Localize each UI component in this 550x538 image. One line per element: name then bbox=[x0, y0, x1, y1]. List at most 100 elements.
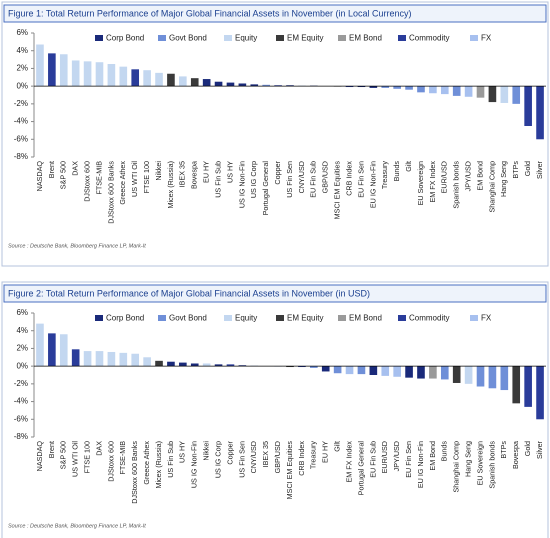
x-tick-label: Gold bbox=[523, 161, 532, 176]
bar bbox=[512, 86, 521, 104]
bar bbox=[381, 86, 390, 88]
bar bbox=[536, 366, 544, 420]
bar bbox=[131, 353, 140, 367]
legend-label: Commodity bbox=[409, 34, 449, 43]
legend-label: Commodity bbox=[409, 314, 449, 323]
x-tick-label: CRB Index bbox=[297, 441, 306, 476]
bar bbox=[202, 363, 211, 367]
bar bbox=[83, 61, 92, 87]
x-tick-label: US WTI Oil bbox=[71, 441, 80, 477]
bar bbox=[369, 86, 378, 88]
bar bbox=[417, 86, 425, 93]
bar bbox=[357, 86, 366, 88]
y-tick-label: -4% bbox=[14, 117, 28, 126]
x-tick-label: US Fin Sub bbox=[213, 161, 222, 198]
x-tick-label: CNY/USD bbox=[297, 161, 306, 193]
bar bbox=[250, 84, 259, 87]
bar bbox=[155, 72, 163, 87]
legend-swatch bbox=[95, 315, 103, 321]
bar bbox=[274, 85, 282, 87]
bar bbox=[429, 366, 437, 379]
bar bbox=[524, 366, 532, 407]
x-tick-label: Spanish bonds bbox=[452, 161, 461, 209]
y-tick-label: 4% bbox=[16, 326, 28, 335]
x-tick-label: EM FX Index bbox=[344, 441, 353, 483]
legend-label: Corp Bond bbox=[106, 34, 144, 43]
bar bbox=[83, 351, 92, 367]
bar bbox=[381, 366, 390, 376]
x-tick-label: FTSE 100 bbox=[82, 441, 91, 473]
legend-swatch bbox=[470, 35, 478, 41]
x-tick-label: Shanghai Comp bbox=[487, 161, 496, 213]
x-tick-label: EU Fin Sub bbox=[309, 161, 318, 198]
bar bbox=[238, 365, 247, 367]
bar bbox=[226, 82, 235, 87]
panel-frame bbox=[1, 1, 549, 267]
x-tick-label: US Fin Sen bbox=[237, 441, 246, 478]
bar bbox=[167, 73, 175, 87]
x-tick-label: MSCI EM Equities bbox=[333, 161, 342, 220]
bar bbox=[429, 86, 437, 94]
x-tick-label: S&P 500 bbox=[59, 161, 68, 189]
bar bbox=[476, 86, 485, 98]
legend-label: FX bbox=[481, 34, 492, 43]
x-tick-label: US Fin Sen bbox=[285, 161, 294, 198]
bar bbox=[95, 351, 104, 367]
y-tick-label: 4% bbox=[16, 46, 28, 55]
bar bbox=[345, 366, 354, 375]
legend-swatch bbox=[398, 35, 406, 41]
bar bbox=[286, 85, 294, 87]
x-tick-label: FTSE-MIB bbox=[118, 441, 127, 475]
bar bbox=[512, 366, 521, 404]
x-tick-label: Treasury bbox=[380, 161, 389, 189]
x-tick-label: FTSE-MIB bbox=[94, 161, 103, 195]
bar bbox=[310, 366, 318, 368]
bar bbox=[393, 86, 401, 89]
bar bbox=[71, 349, 80, 367]
x-tick-label: EU Sovereign bbox=[475, 441, 484, 485]
bar bbox=[464, 366, 473, 384]
x-tick-label: S&P 500 bbox=[59, 441, 68, 469]
x-tick-label: US Fin Sub bbox=[166, 441, 175, 478]
y-tick-label: 0% bbox=[16, 361, 28, 370]
x-tick-label: Gilt bbox=[333, 441, 342, 452]
x-tick-label: FTSE 100 bbox=[142, 161, 151, 193]
x-tick-label: Bunds bbox=[440, 441, 449, 462]
y-tick-label: 6% bbox=[16, 28, 28, 37]
bar bbox=[179, 362, 187, 367]
legend-label: Govt Bond bbox=[169, 314, 207, 323]
legend-swatch bbox=[158, 35, 166, 41]
legend-swatch bbox=[224, 315, 232, 321]
x-tick-label: EU IG Non-Fin bbox=[368, 161, 377, 208]
x-tick-label: Hang Seng bbox=[464, 441, 473, 477]
x-tick-label: IBEX 35 bbox=[261, 441, 270, 467]
bar bbox=[298, 366, 306, 368]
x-tick-label: US IG Corp bbox=[213, 441, 222, 478]
x-tick-label: Copper bbox=[225, 440, 234, 464]
x-tick-label: BTPs bbox=[511, 161, 520, 179]
x-tick-label: DJStoxx 600 bbox=[106, 441, 115, 482]
bar bbox=[393, 366, 401, 377]
x-tick-label: Silver bbox=[535, 440, 544, 459]
bar bbox=[476, 366, 485, 387]
bar bbox=[107, 64, 116, 87]
legend-swatch bbox=[470, 315, 478, 321]
bar bbox=[440, 86, 449, 95]
y-tick-label: 2% bbox=[16, 344, 28, 353]
bar bbox=[95, 62, 104, 87]
x-tick-label: CRB Index bbox=[344, 161, 353, 196]
x-tick-label: EU IG Non-Fin bbox=[416, 441, 425, 488]
x-tick-label: MSCI EM Equities bbox=[285, 441, 294, 500]
x-tick-label: Micex (Russia) bbox=[154, 441, 163, 489]
legend-label: Corp Bond bbox=[106, 314, 144, 323]
bar bbox=[71, 60, 80, 87]
x-tick-label: EU HY bbox=[202, 161, 211, 183]
x-tick-label: US WTI Oil bbox=[130, 161, 139, 197]
x-tick-label: Portugal General bbox=[356, 441, 365, 496]
bar bbox=[155, 360, 163, 367]
x-tick-label: Silver bbox=[535, 160, 544, 179]
bar bbox=[190, 78, 199, 87]
x-tick-label: BTPs bbox=[499, 441, 508, 459]
bar bbox=[167, 361, 175, 367]
x-tick-label: GBP/USD bbox=[273, 441, 282, 473]
